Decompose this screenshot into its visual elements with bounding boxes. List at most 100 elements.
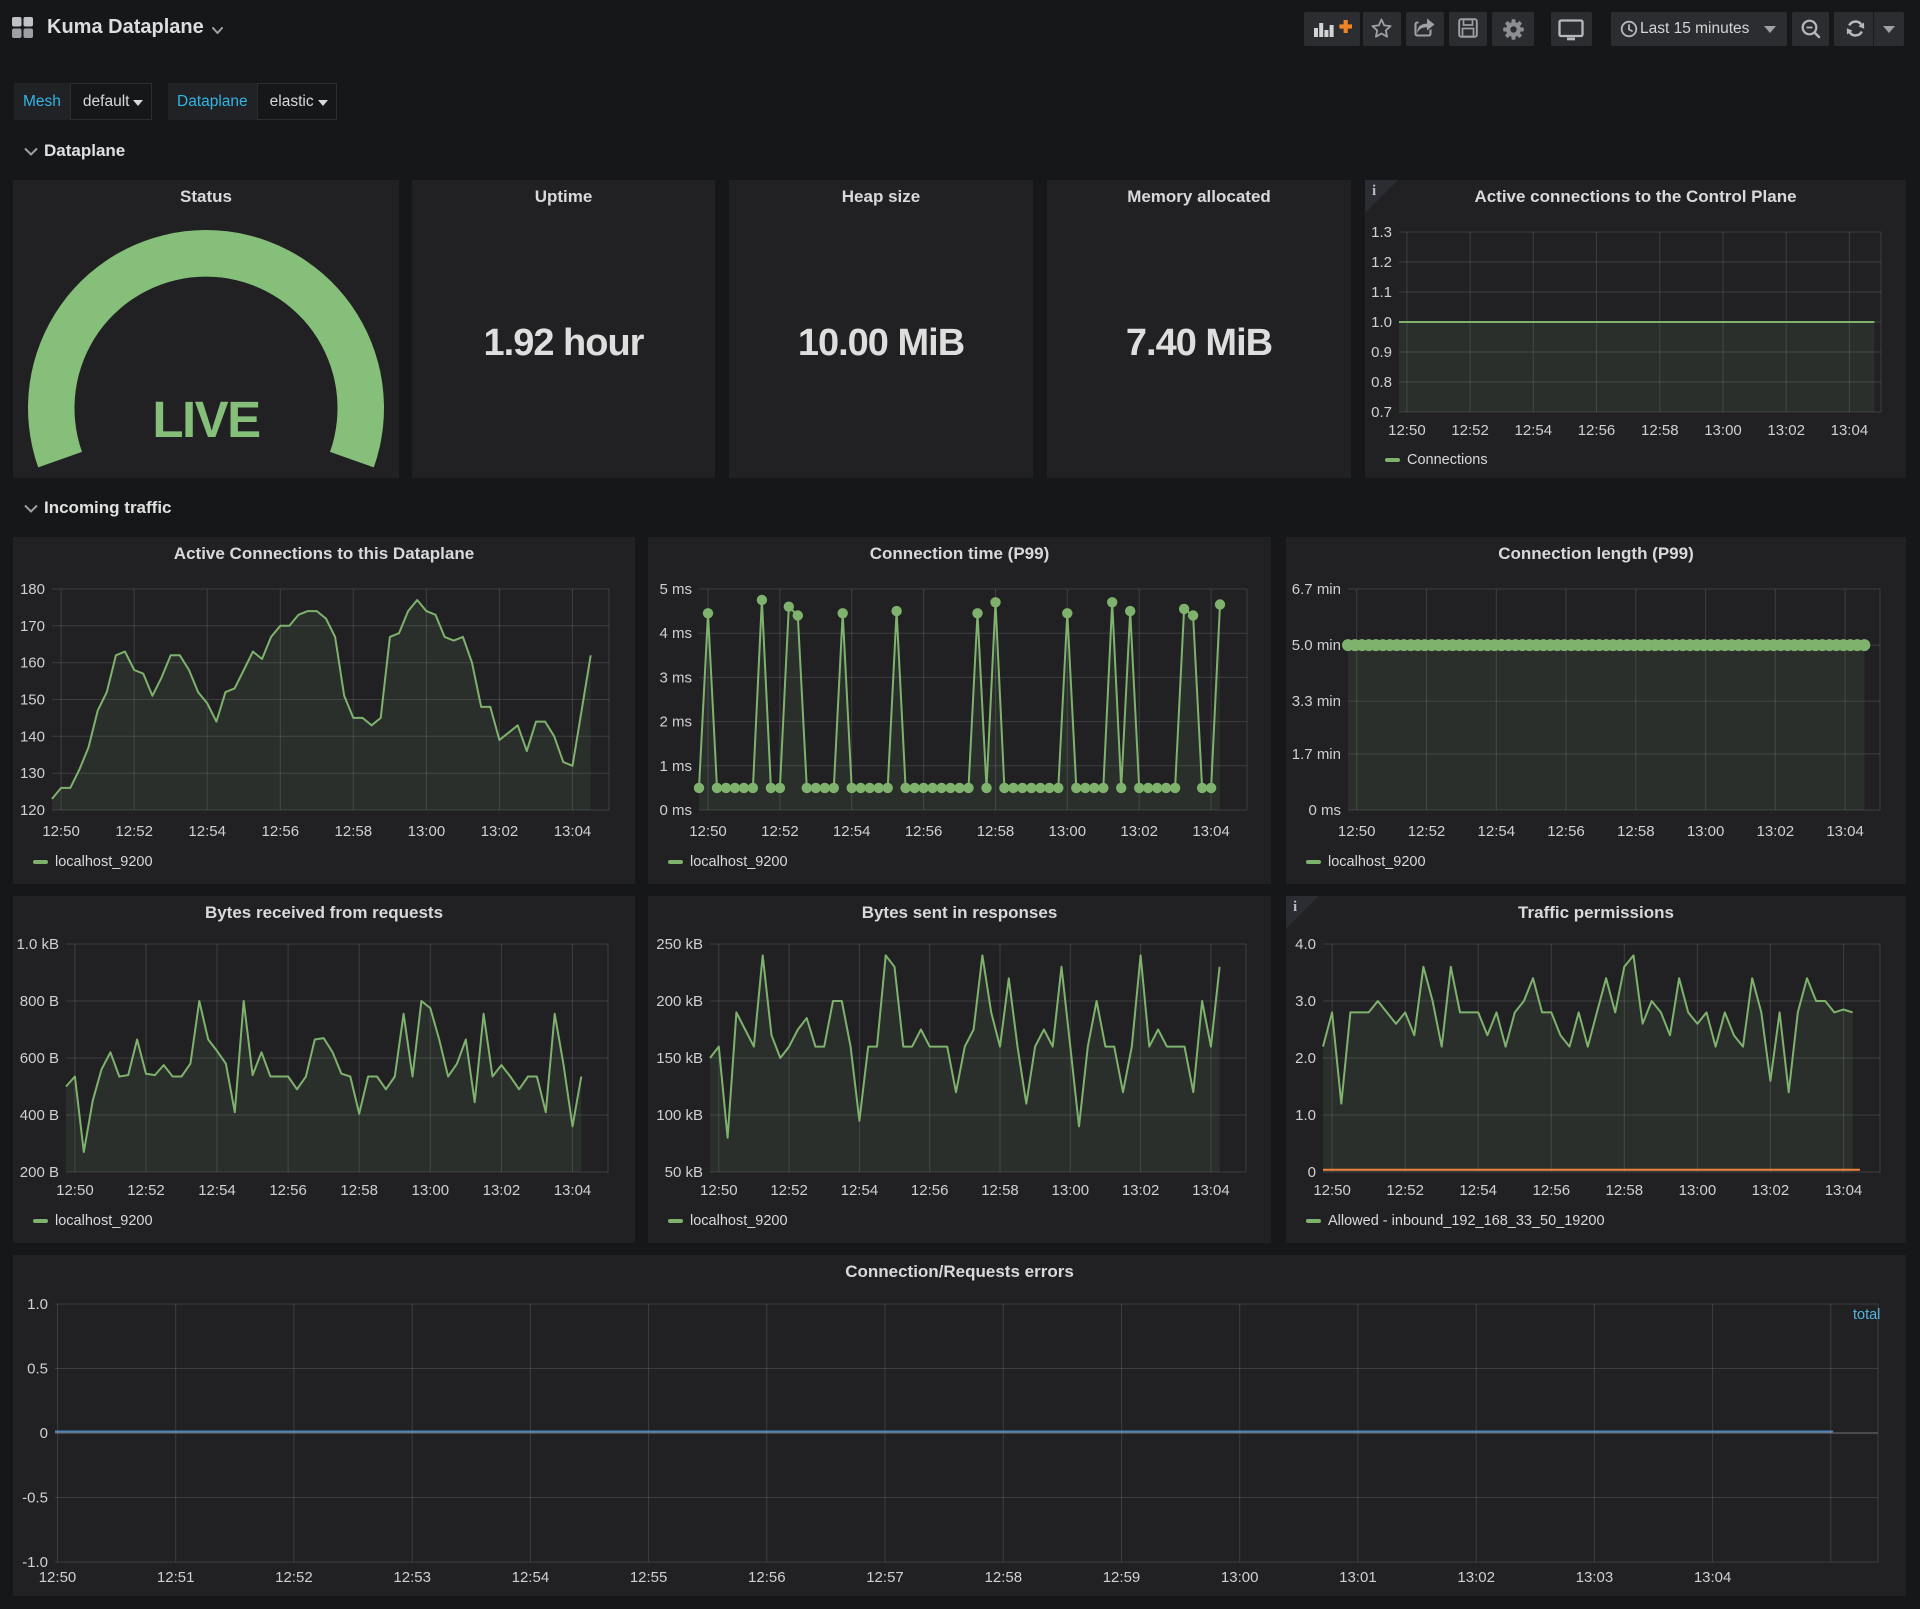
svg-text:12:52: 12:52 (127, 1182, 165, 1199)
svg-text:120: 120 (20, 802, 45, 819)
svg-text:1 ms: 1 ms (659, 758, 692, 775)
svg-text:130: 130 (20, 765, 45, 782)
svg-text:12:56: 12:56 (748, 1569, 786, 1586)
svg-text:12:57: 12:57 (866, 1569, 904, 1586)
svg-text:1.0 kB: 1.0 kB (16, 936, 59, 953)
svg-text:12:52: 12:52 (761, 823, 799, 840)
svg-text:12:53: 12:53 (393, 1569, 431, 1586)
svg-text:12:50: 12:50 (39, 1569, 77, 1586)
svg-text:12:56: 12:56 (1578, 422, 1616, 439)
svg-text:4.0: 4.0 (1295, 936, 1316, 953)
svg-text:13:04: 13:04 (1826, 823, 1864, 840)
svg-text:13:02: 13:02 (1767, 422, 1805, 439)
svg-text:3.0: 3.0 (1295, 993, 1316, 1010)
svg-text:-1.0: -1.0 (22, 1554, 48, 1571)
svg-text:3.3 min: 3.3 min (1292, 693, 1341, 710)
svg-text:12:52: 12:52 (1451, 422, 1489, 439)
svg-text:1.3: 1.3 (1371, 224, 1392, 241)
svg-text:140: 140 (20, 728, 45, 745)
svg-text:12:55: 12:55 (630, 1569, 668, 1586)
svg-text:12:54: 12:54 (1459, 1182, 1497, 1199)
svg-text:13:02: 13:02 (1122, 1182, 1160, 1199)
svg-text:-0.5: -0.5 (22, 1490, 48, 1507)
svg-text:12:54: 12:54 (1515, 422, 1553, 439)
svg-text:12:56: 12:56 (911, 1182, 949, 1199)
svg-text:4 ms: 4 ms (659, 625, 692, 642)
svg-text:12:50: 12:50 (42, 823, 80, 840)
svg-text:13:00: 13:00 (1687, 823, 1725, 840)
svg-text:1.7 min: 1.7 min (1292, 746, 1341, 763)
svg-text:13:04: 13:04 (1825, 1182, 1863, 1199)
svg-text:13:04: 13:04 (554, 1182, 592, 1199)
svg-text:3 ms: 3 ms (659, 669, 692, 686)
svg-text:13:04: 13:04 (1192, 823, 1230, 840)
svg-text:0: 0 (1308, 1164, 1316, 1181)
svg-text:12:50: 12:50 (1388, 422, 1426, 439)
svg-text:12:54: 12:54 (1478, 823, 1516, 840)
svg-text:12:50: 12:50 (689, 823, 727, 840)
svg-text:12:58: 12:58 (340, 1182, 378, 1199)
svg-text:13:00: 13:00 (412, 1182, 450, 1199)
svg-text:12:56: 12:56 (262, 823, 300, 840)
svg-text:1.0: 1.0 (1295, 1107, 1316, 1124)
svg-text:13:02: 13:02 (481, 823, 519, 840)
svg-text:0 ms: 0 ms (659, 802, 692, 819)
svg-text:13:02: 13:02 (1120, 823, 1158, 840)
svg-text:12:58: 12:58 (1606, 1182, 1644, 1199)
svg-text:12:50: 12:50 (700, 1182, 738, 1199)
svg-text:12:58: 12:58 (1641, 422, 1679, 439)
svg-text:180: 180 (20, 581, 45, 598)
svg-text:50 kB: 50 kB (665, 1164, 703, 1181)
svg-text:12:54: 12:54 (833, 823, 871, 840)
svg-text:0.5: 0.5 (27, 1361, 48, 1378)
svg-text:12:50: 12:50 (56, 1182, 94, 1199)
svg-text:12:52: 12:52 (1386, 1182, 1424, 1199)
svg-text:12:50: 12:50 (1313, 1182, 1351, 1199)
svg-text:12:56: 12:56 (1533, 1182, 1571, 1199)
svg-text:13:04: 13:04 (1192, 1182, 1230, 1199)
svg-text:12:52: 12:52 (275, 1569, 313, 1586)
svg-text:250 kB: 250 kB (656, 936, 703, 953)
svg-text:0: 0 (40, 1425, 48, 1442)
svg-text:13:00: 13:00 (1704, 422, 1742, 439)
svg-text:12:56: 12:56 (1547, 823, 1585, 840)
svg-text:12:58: 12:58 (977, 823, 1015, 840)
svg-text:1.1: 1.1 (1371, 284, 1392, 301)
svg-text:13:04: 13:04 (554, 823, 592, 840)
svg-text:600 B: 600 B (20, 1050, 59, 1067)
svg-text:1.0: 1.0 (27, 1296, 48, 1313)
svg-text:13:02: 13:02 (1752, 1182, 1790, 1199)
svg-text:1.0: 1.0 (1371, 314, 1392, 331)
svg-text:0 ms: 0 ms (1308, 802, 1341, 819)
svg-text:1.2: 1.2 (1371, 254, 1392, 271)
svg-text:12:54: 12:54 (188, 823, 226, 840)
svg-text:12:51: 12:51 (157, 1569, 195, 1586)
svg-text:0.7: 0.7 (1371, 404, 1392, 421)
svg-text:100 kB: 100 kB (656, 1107, 703, 1124)
svg-text:13:02: 13:02 (1457, 1569, 1495, 1586)
svg-text:12:52: 12:52 (1408, 823, 1446, 840)
svg-text:6.7 min: 6.7 min (1292, 581, 1341, 598)
svg-text:13:00: 13:00 (1679, 1182, 1717, 1199)
svg-text:160: 160 (20, 655, 45, 672)
svg-text:2.0: 2.0 (1295, 1050, 1316, 1067)
svg-text:12:56: 12:56 (269, 1182, 307, 1199)
svg-text:12:54: 12:54 (841, 1182, 879, 1199)
svg-text:13:04: 13:04 (1831, 422, 1869, 439)
svg-text:13:00: 13:00 (1052, 1182, 1090, 1199)
svg-text:12:58: 12:58 (981, 1182, 1019, 1199)
svg-text:12:59: 12:59 (1103, 1569, 1141, 1586)
svg-text:12:52: 12:52 (115, 823, 153, 840)
svg-text:2 ms: 2 ms (659, 714, 692, 731)
svg-text:12:52: 12:52 (770, 1182, 808, 1199)
svg-text:13:04: 13:04 (1694, 1569, 1732, 1586)
svg-text:13:02: 13:02 (483, 1182, 521, 1199)
svg-text:13:00: 13:00 (1049, 823, 1087, 840)
svg-text:13:02: 13:02 (1757, 823, 1795, 840)
svg-text:200 B: 200 B (20, 1164, 59, 1181)
svg-text:12:50: 12:50 (1338, 823, 1376, 840)
svg-text:150 kB: 150 kB (656, 1050, 703, 1067)
svg-text:0.8: 0.8 (1371, 374, 1392, 391)
svg-text:800 B: 800 B (20, 993, 59, 1010)
svg-text:12:56: 12:56 (905, 823, 943, 840)
